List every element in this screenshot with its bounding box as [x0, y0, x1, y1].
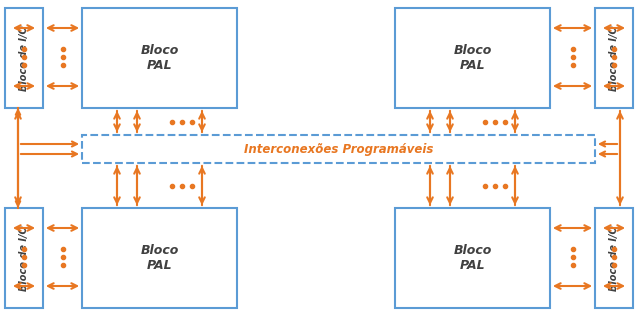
Bar: [82, 8, 237, 108]
Text: Bloco de I/O: Bloco de I/O: [609, 25, 619, 91]
Bar: [82, 135, 595, 163]
Text: Bloco de I/O: Bloco de I/O: [19, 225, 29, 291]
Text: Interconexões Programáveis: Interconexões Programáveis: [244, 143, 433, 155]
Text: Bloco de I/O: Bloco de I/O: [609, 225, 619, 291]
Bar: [595, 208, 633, 308]
Bar: [395, 208, 550, 308]
Bar: [595, 8, 633, 108]
Text: Bloco
PAL: Bloco PAL: [140, 44, 179, 72]
Text: Bloco
PAL: Bloco PAL: [454, 44, 492, 72]
Text: Bloco
PAL: Bloco PAL: [140, 244, 179, 272]
Text: Bloco
PAL: Bloco PAL: [454, 244, 492, 272]
Bar: [82, 208, 237, 308]
Text: Bloco de I/O: Bloco de I/O: [19, 25, 29, 91]
Bar: [395, 8, 550, 108]
Bar: [5, 8, 43, 108]
Bar: [5, 208, 43, 308]
